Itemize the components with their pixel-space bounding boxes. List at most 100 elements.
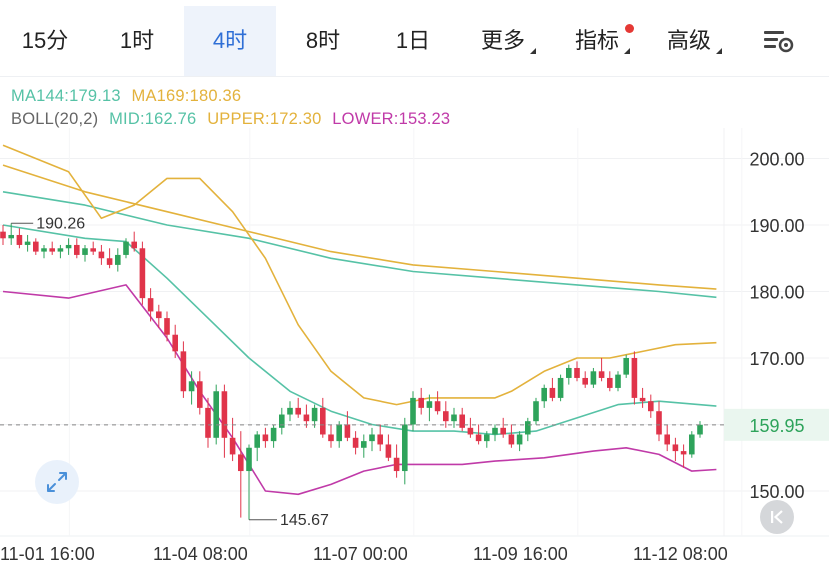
low-price-label: 145.67 (280, 512, 329, 529)
candle-body (623, 358, 629, 375)
candle-body (254, 434, 260, 448)
x-axis: 11-01 16:00 11-04 08:00 11-07 00:00 11-09 1… (0, 544, 728, 564)
tab-4h[interactable]: 4时 (184, 6, 276, 76)
candle-body (123, 241, 129, 255)
candle-body (484, 434, 490, 442)
candle-body (270, 427, 277, 442)
line-ma144 (2, 191, 717, 299)
price-chart[interactable]: 159.95 190.26 145.67 150.00 170.00 180.00 190… (0, 128, 829, 584)
candle-body (213, 391, 219, 438)
expand-icon (47, 472, 67, 492)
tab-indicators-label: 指标 (574, 28, 619, 53)
candle-body (49, 248, 55, 252)
candle-body (525, 421, 531, 435)
candle-body (82, 248, 88, 255)
tab-more[interactable]: 更多 (466, 6, 540, 76)
candle-body (156, 311, 162, 319)
candle-body (516, 434, 523, 445)
candle-body (492, 427, 498, 435)
tab-advanced-label: 高级 (666, 28, 711, 53)
candle-body (246, 447, 252, 472)
candle-body (57, 248, 64, 252)
dropdown-caret-icon (716, 48, 722, 54)
tab-8h[interactable]: 8时 (305, 28, 341, 53)
line-upper (2, 144, 717, 406)
candle-body (0, 231, 6, 239)
ma-legend: MA144:179.13 MA169:180.36 (11, 87, 247, 106)
notification-dot-icon (625, 24, 634, 33)
current-price-label: 159.95 (749, 416, 804, 436)
candle-body (639, 397, 646, 402)
candle-body (16, 234, 23, 245)
scroll-to-latest-button[interactable] (760, 500, 794, 534)
fullscreen-button[interactable] (35, 460, 79, 504)
candle-body (352, 437, 359, 448)
line-ma169 (2, 164, 717, 290)
candle-body (402, 424, 408, 472)
candle-body (106, 258, 113, 265)
candle-body (311, 407, 318, 422)
candle-body (295, 407, 301, 415)
tab-1d[interactable]: 1日 (395, 28, 431, 53)
candle-body (508, 434, 515, 445)
candle-body (147, 298, 154, 312)
indicator-lines (2, 144, 717, 496)
candle-body (139, 248, 146, 299)
x-tick-label: 11-04 08:00 (153, 544, 248, 564)
y-tick-label: 180.00 (749, 283, 804, 303)
timeframe-tab-bar: 15分 1时 4时 8时 1日 更多 指标 高级 (0, 0, 829, 77)
candle-body (115, 254, 121, 265)
candle-body (229, 437, 236, 455)
candle-body (664, 434, 670, 445)
candle-body (172, 334, 178, 352)
candle-body (377, 434, 383, 445)
current-price-box (724, 408, 829, 441)
tab-indicators[interactable]: 指标 (560, 6, 634, 76)
candle-body (590, 371, 597, 385)
skip-back-icon (771, 510, 783, 524)
candle-body (549, 387, 556, 398)
legend-boll: BOLL(20,2) (11, 110, 99, 128)
candle-body (631, 358, 638, 398)
legend-upper: UPPER:172.30 (207, 110, 322, 128)
candle-body (557, 377, 564, 398)
candle-body (8, 234, 14, 239)
candle-body (24, 241, 31, 245)
candle-body (188, 381, 195, 392)
dropdown-caret-icon (624, 48, 630, 54)
x-tick-label: 11-01 16:00 (0, 544, 95, 564)
tab-15min[interactable]: 15分 (21, 28, 69, 53)
candle-body (180, 351, 187, 392)
candle-body (65, 244, 72, 249)
tab-advanced[interactable]: 高级 (652, 6, 726, 76)
candle-body (459, 414, 465, 428)
y-tick-label: 190.00 (749, 216, 804, 236)
candle-body (238, 454, 244, 472)
candle-body (197, 381, 203, 408)
candle-body (279, 414, 285, 428)
candle-body (410, 397, 416, 425)
candle-body (443, 411, 449, 422)
candle-body (205, 407, 211, 438)
candle-body (500, 427, 506, 435)
candle-body (287, 407, 293, 415)
chart-settings-icon (764, 31, 794, 53)
y-tick-label: 170.00 (749, 349, 804, 369)
candle-body (344, 424, 351, 438)
candle-body (689, 434, 695, 455)
candle-body (451, 414, 457, 422)
chart-annotations: 159.95 190.26 145.67 (0, 215, 829, 529)
tab-1h[interactable]: 1时 (119, 28, 155, 53)
candle-body (434, 401, 441, 412)
legend-lower: LOWER:153.23 (332, 110, 451, 128)
y-tick-label: 150.00 (749, 482, 804, 502)
candle-body (475, 434, 482, 442)
candle-body (90, 248, 96, 252)
candle-body (41, 248, 47, 252)
candle-body (328, 434, 334, 442)
chart-settings-button[interactable] (762, 26, 796, 56)
candle-body (303, 414, 310, 422)
legend-mid: MID:162.76 (109, 110, 197, 128)
candle-body (566, 367, 572, 378)
candlestick-series (0, 223, 703, 520)
